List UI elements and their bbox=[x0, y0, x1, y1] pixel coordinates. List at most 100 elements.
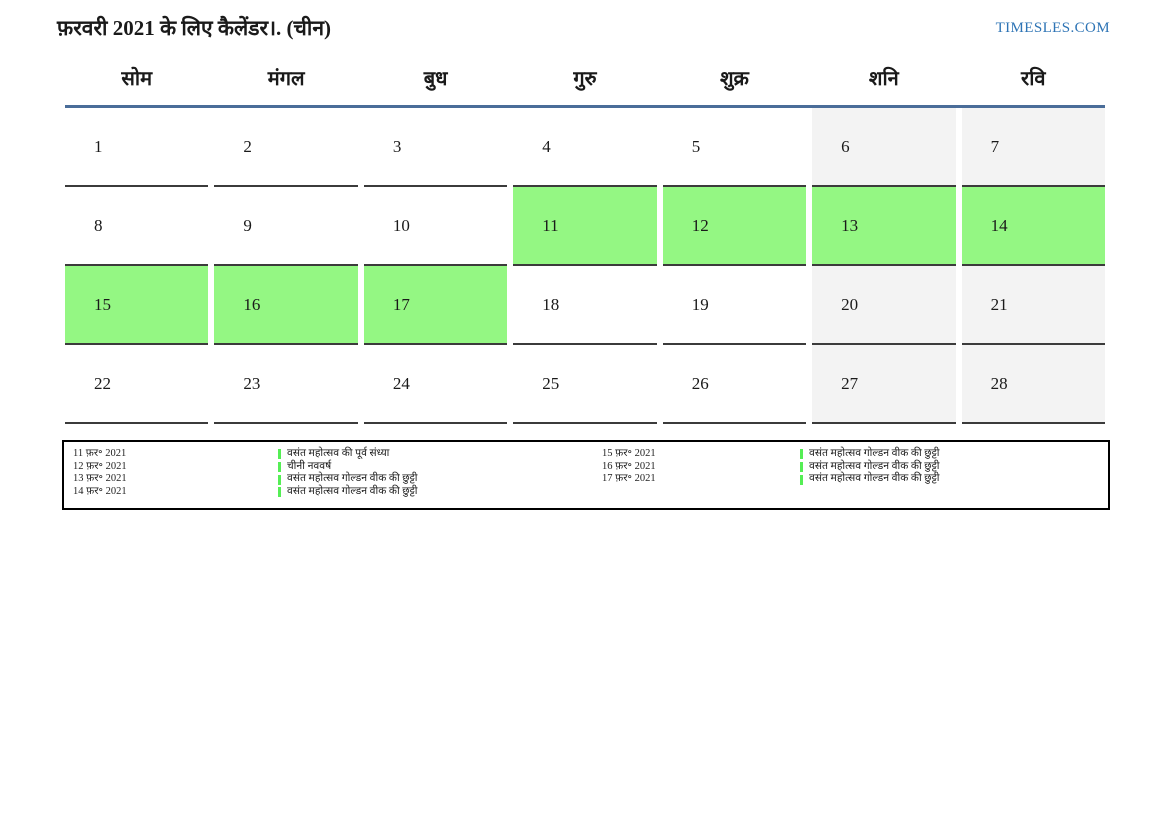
legend-date: 12 फ़र॰ 2021 bbox=[73, 460, 127, 472]
day-cell-6: 6 bbox=[812, 108, 956, 188]
page-title: फ़रवरी 2021 के लिए कैलेंडर।. (चीन) bbox=[57, 16, 331, 40]
day-number: 13 bbox=[841, 215, 859, 235]
holiday-marker-bar-icon bbox=[278, 462, 282, 473]
day-number: 11 bbox=[542, 215, 559, 235]
holiday-marker-bar-icon bbox=[800, 474, 804, 485]
day-cell-1: 1 bbox=[65, 108, 209, 188]
legend-left-half: 11 फ़र॰ 2021 12 फ़र॰ 2021 13 फ़र॰ 2021 14 फ… bbox=[64, 448, 586, 498]
weekday-header-5: शनि bbox=[868, 67, 899, 90]
weekday-header-0: सोम bbox=[121, 67, 153, 90]
day-number: 16 bbox=[243, 294, 261, 314]
day-number: 14 bbox=[990, 215, 1008, 235]
legend-date: 17 फ़र॰ 2021 bbox=[602, 473, 656, 485]
holiday-legend: 11 फ़र॰ 2021 12 फ़र॰ 2021 13 फ़र॰ 2021 14 फ… bbox=[62, 440, 1110, 510]
legend-date: 15 फ़र॰ 2021 bbox=[602, 448, 656, 460]
day-cell-16: 16 bbox=[214, 266, 358, 346]
weekday-header-1: मंगल bbox=[267, 67, 305, 90]
holiday-marker-bar-icon bbox=[800, 462, 804, 473]
day-cell-20: 20 bbox=[812, 266, 956, 346]
day-cell-3: 3 bbox=[363, 108, 508, 188]
day-cell-15: 15 bbox=[65, 266, 209, 346]
day-cell-17: 17 bbox=[363, 266, 508, 346]
day-number: 1 bbox=[94, 136, 103, 156]
legend-holiday-name: वसंत महोत्सव गोल्डन वीक की छुट्टी bbox=[287, 485, 418, 497]
day-cell-21: 21 bbox=[961, 266, 1105, 346]
legend-dates-column-right: 15 फ़र॰ 2021 16 फ़र॰ 2021 17 फ़र॰ 2021 bbox=[586, 448, 800, 498]
day-cell-10: 10 bbox=[363, 187, 508, 267]
day-number: 15 bbox=[94, 294, 111, 314]
day-number: 10 bbox=[392, 215, 410, 235]
day-number: 5 bbox=[691, 136, 701, 156]
legend-holiday-entry: वसंत महोत्सव गोल्डन वीक की छुट्टी bbox=[278, 473, 586, 486]
day-number: 27 bbox=[841, 373, 859, 393]
legend-date: 11 फ़र॰ 2021 bbox=[73, 448, 127, 460]
day-number: 8 bbox=[94, 215, 103, 235]
legend-holiday-entry: वसंत महोत्सव की पूर्व संध्या bbox=[278, 448, 586, 461]
day-number: 3 bbox=[392, 136, 402, 156]
day-cell-4: 4 bbox=[513, 108, 657, 188]
day-number: 25 bbox=[542, 373, 560, 393]
day-cell-24: 24 bbox=[363, 345, 508, 425]
timesles-site-link[interactable]: TIMESLES.COM bbox=[995, 20, 1110, 36]
calendar: सोम मंगल बुध गुरु शुक्र शनि रवि 1 2 3 4 5 6 7 8 9 10 11 1… bbox=[65, 49, 1105, 425]
legend-holiday-name: चीनी नववर्ष bbox=[287, 460, 332, 472]
holiday-marker-bar-icon bbox=[800, 449, 804, 460]
legend-holiday-entry: चीनी नववर्ष bbox=[278, 461, 586, 474]
weekday-header-4: शुक्र bbox=[719, 67, 749, 90]
day-number: 7 bbox=[990, 136, 1000, 156]
calendar-grid: 1 2 3 4 5 6 7 8 9 10 11 12 13 14 15 16 17 18 19 20 21 22 23 24 2… bbox=[65, 108, 1105, 425]
day-cell-25: 25 bbox=[513, 345, 657, 425]
day-cell-9: 9 bbox=[214, 187, 358, 267]
day-number: 19 bbox=[691, 294, 709, 314]
day-cell-23: 23 bbox=[214, 345, 358, 425]
day-cell-28: 28 bbox=[961, 345, 1105, 425]
day-cell-14: 14 bbox=[961, 187, 1105, 267]
day-number: 17 bbox=[392, 294, 410, 314]
legend-holiday-entry: वसंत महोत्सव गोल्डन वीक की छुट्टी bbox=[278, 486, 586, 499]
holiday-marker-bar-icon bbox=[278, 474, 282, 485]
day-cell-13: 13 bbox=[812, 187, 956, 267]
day-cell-5: 5 bbox=[662, 108, 807, 188]
legend-holiday-name: वसंत महोत्सव गोल्डन वीक की छुट्टी bbox=[809, 460, 940, 472]
day-number: 23 bbox=[243, 373, 261, 393]
day-number: 12 bbox=[691, 215, 709, 235]
legend-holidays-column-right: वसंत महोत्सव गोल्डन वीक की छुट्टी वसंत मह… bbox=[800, 448, 1108, 498]
legend-holiday-entry: वसंत महोत्सव गोल्डन वीक की छुट्टी bbox=[800, 461, 1108, 474]
day-cell-7: 7 bbox=[961, 108, 1105, 188]
day-cell-22: 22 bbox=[65, 345, 209, 425]
weekday-header-3: गुरु bbox=[573, 67, 597, 90]
legend-date: 14 फ़र॰ 2021 bbox=[73, 485, 127, 497]
legend-holiday-name: वसंत महोत्सव गोल्डन वीक की छुट्टी bbox=[809, 473, 940, 485]
day-number: 26 bbox=[691, 373, 709, 393]
day-number: 24 bbox=[392, 373, 410, 393]
legend-date: 16 फ़र॰ 2021 bbox=[602, 460, 656, 472]
weekday-header-6: रवि bbox=[1021, 67, 1046, 90]
legend-holiday-name: वसंत महोत्सव गोल्डन वीक की छुट्टी bbox=[809, 448, 940, 460]
legend-holiday-entry: वसंत महोत्सव गोल्डन वीक की छुट्टी bbox=[800, 448, 1108, 461]
day-number: 20 bbox=[841, 294, 859, 314]
day-cell-18: 18 bbox=[513, 266, 657, 346]
day-number: 18 bbox=[542, 294, 560, 314]
legend-holiday-entry: वसंत महोत्सव गोल्डन वीक की छुट्टी bbox=[800, 473, 1108, 486]
day-number: 28 bbox=[990, 373, 1008, 393]
day-number: 2 bbox=[243, 136, 252, 156]
day-cell-8: 8 bbox=[65, 187, 209, 267]
weekday-header-row: सोम मंगल बुध गुरु शुक्र शनि रवि bbox=[65, 49, 1105, 109]
day-number: 9 bbox=[243, 215, 252, 235]
day-cell-26: 26 bbox=[662, 345, 807, 425]
legend-right-half: 15 फ़र॰ 2021 16 फ़र॰ 2021 17 फ़र॰ 2021 वसं… bbox=[586, 448, 1108, 498]
day-cell-12: 12 bbox=[662, 187, 807, 267]
holiday-marker-bar-icon bbox=[278, 487, 282, 498]
day-number: 21 bbox=[990, 294, 1008, 314]
top-bar: फ़रवरी 2021 के लिए कैलेंडर।. (चीन) TIMES… bbox=[0, 0, 1169, 41]
day-number: 4 bbox=[542, 136, 551, 156]
day-cell-19: 19 bbox=[662, 266, 807, 346]
legend-holidays-column-left: वसंत महोत्सव की पूर्व संध्या चीनी नववर्ष व… bbox=[278, 448, 586, 498]
legend-dates-column-left: 11 फ़र॰ 2021 12 फ़र॰ 2021 13 फ़र॰ 2021 14 फ… bbox=[64, 448, 278, 498]
weekday-header-2: बुध bbox=[423, 67, 448, 90]
legend-date: 13 फ़र॰ 2021 bbox=[73, 473, 127, 485]
holiday-marker-bar-icon bbox=[278, 449, 282, 460]
day-cell-11: 11 bbox=[513, 187, 657, 267]
legend-holiday-name: वसंत महोत्सव की पूर्व संध्या bbox=[287, 448, 390, 460]
day-cell-27: 27 bbox=[812, 345, 956, 425]
